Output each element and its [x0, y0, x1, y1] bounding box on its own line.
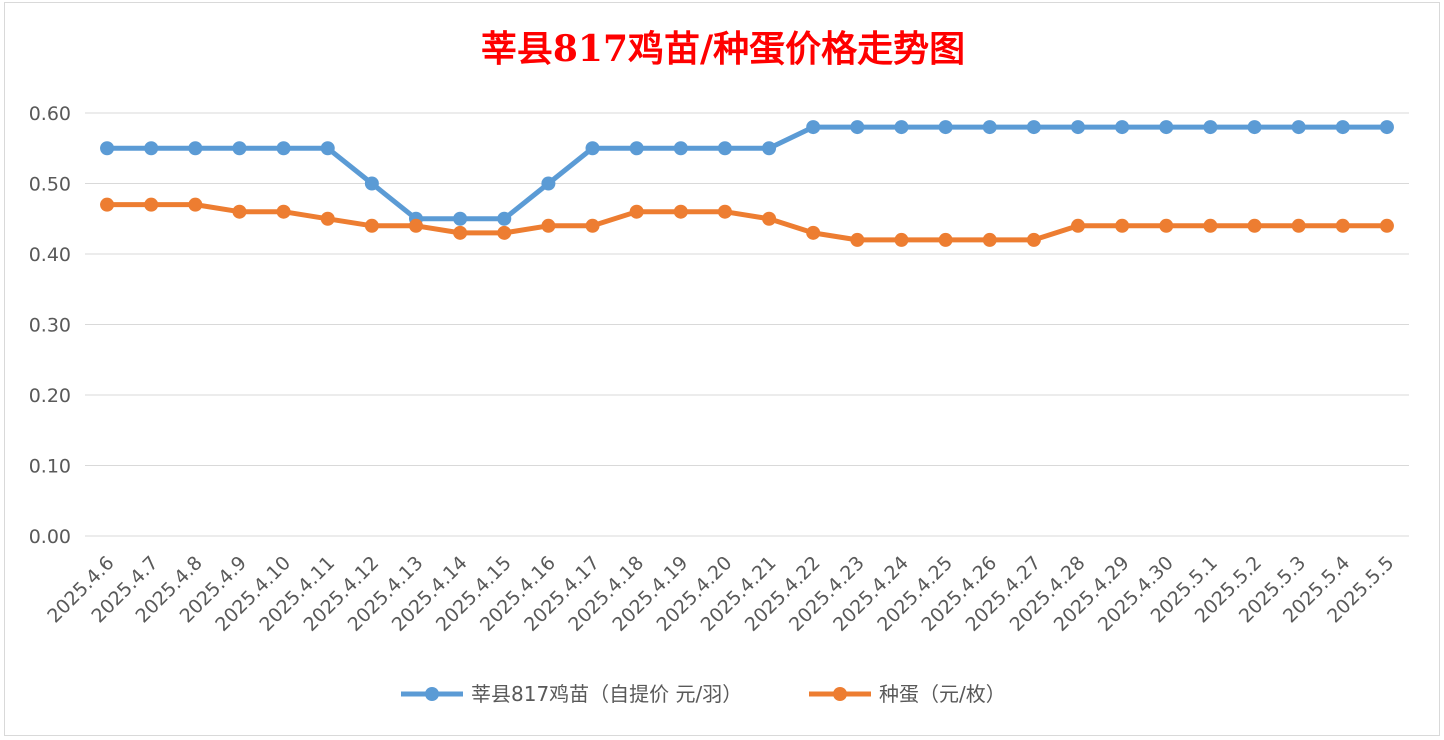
data-point — [717, 141, 732, 156]
data-point — [1159, 120, 1174, 135]
data-point — [629, 141, 644, 156]
data-point — [762, 141, 777, 156]
data-point — [497, 211, 512, 226]
y-tick-label: 0.20 — [29, 385, 71, 407]
data-point — [100, 197, 115, 212]
data-point — [1247, 120, 1262, 135]
data-point — [1071, 120, 1085, 135]
legend-item: 种蛋（元/枚） — [809, 682, 1006, 706]
data-point — [585, 141, 600, 156]
data-point — [497, 225, 512, 240]
data-point — [1379, 218, 1394, 233]
chart-frame: 莘县817鸡苗/种蛋价格走势图 0.00 0.10 0.20 0.30 0.40 0.50… — [4, 2, 1440, 736]
data-point — [409, 218, 423, 233]
data-point — [1291, 120, 1306, 135]
legend-marker — [833, 687, 847, 701]
data-point — [232, 204, 247, 219]
data-point — [364, 176, 379, 191]
y-tick-label: 0.50 — [29, 174, 71, 196]
grid-layer — [85, 112, 1409, 537]
data-point — [629, 204, 644, 219]
data-point — [894, 120, 909, 135]
data-point — [1115, 218, 1130, 233]
legend: 莘县817鸡苗（自提价 元/羽） 种蛋（元/枚） — [401, 682, 1006, 706]
data-point — [276, 141, 291, 156]
data-point — [1203, 218, 1218, 233]
data-point — [1247, 218, 1262, 233]
data-point — [276, 204, 291, 219]
data-point — [806, 225, 821, 240]
data-point — [364, 218, 379, 233]
data-point — [1379, 120, 1394, 135]
series-layer — [100, 120, 1394, 247]
data-point — [1026, 120, 1041, 135]
data-point — [982, 232, 997, 247]
data-point — [982, 120, 997, 135]
data-point — [1291, 218, 1306, 233]
data-point — [806, 120, 821, 135]
data-point — [1071, 218, 1085, 233]
legend-label: 莘县817鸡苗（自提价 元/羽） — [471, 682, 742, 706]
data-point — [1026, 232, 1041, 247]
series-line — [104, 124, 1390, 222]
data-point — [850, 232, 865, 247]
data-point — [850, 120, 865, 135]
data-point — [188, 197, 203, 212]
data-point — [320, 141, 335, 156]
data-point — [938, 120, 953, 135]
line-chart: 莘县817鸡苗/种蛋价格走势图 0.00 0.10 0.20 0.30 0.40 0.50… — [29, 28, 1409, 706]
y-tick-label: 0.30 — [29, 315, 71, 337]
series-2 — [100, 197, 1394, 247]
y-tick-label: 0.40 — [29, 244, 71, 266]
data-point — [320, 211, 335, 226]
data-point — [1335, 120, 1350, 135]
data-point — [541, 218, 556, 233]
data-point — [144, 197, 159, 212]
data-point — [453, 211, 468, 226]
x-axis-ticks: 2025.4.62025.4.72025.4.82025.4.92025.4.1… — [43, 552, 1398, 636]
data-point — [894, 232, 909, 247]
y-tick-label: 0.60 — [29, 103, 71, 125]
data-point — [188, 141, 203, 156]
data-point — [144, 141, 159, 156]
y-tick-label: 0.10 — [29, 456, 71, 478]
data-point — [100, 141, 115, 156]
data-point — [717, 204, 732, 219]
legend-label: 种蛋（元/枚） — [879, 682, 1006, 706]
data-point — [541, 176, 556, 191]
y-tick-label: 0.00 — [29, 526, 71, 548]
data-point — [232, 141, 247, 156]
data-point — [1159, 218, 1174, 233]
data-point — [453, 225, 468, 240]
data-point — [1335, 218, 1350, 233]
data-point — [1115, 120, 1130, 135]
data-point — [762, 211, 777, 226]
data-point — [673, 141, 688, 156]
legend-marker — [425, 687, 439, 701]
series-line — [104, 202, 1390, 243]
series-1 — [100, 120, 1394, 226]
y-axis-ticks: 0.00 0.10 0.20 0.30 0.40 0.50 0.60 — [29, 103, 71, 548]
legend-item: 莘县817鸡苗（自提价 元/羽） — [401, 682, 742, 706]
data-point — [938, 232, 953, 247]
data-point — [585, 218, 600, 233]
chart-title: 莘县817鸡苗/种蛋价格走势图 — [481, 28, 965, 70]
data-point — [673, 204, 688, 219]
data-point — [1203, 120, 1218, 135]
